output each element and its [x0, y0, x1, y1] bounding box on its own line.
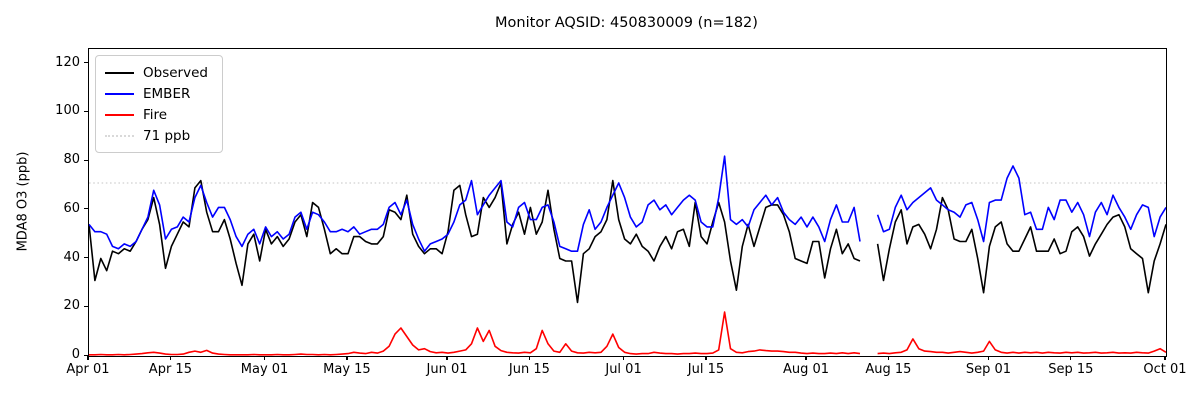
- x-tick-label: Aug 15: [865, 362, 912, 377]
- x-tick-mark: [887, 356, 889, 360]
- x-tick-mark: [87, 356, 89, 360]
- legend-label: Observed: [143, 64, 208, 81]
- y-tick-label: 60: [63, 200, 80, 216]
- y-axis-label: MDA8 O3 (ppb): [15, 151, 31, 252]
- chart-title: Monitor AQSID: 450830009 (n=182): [495, 15, 758, 31]
- y-tick-mark: [84, 110, 88, 113]
- legend-item-observed: Observed: [105, 62, 212, 83]
- x-tick-label: Jul 15: [687, 362, 725, 377]
- legend-label: EMBER: [143, 85, 191, 102]
- y-tick-mark: [84, 305, 88, 307]
- fire-line: [877, 338, 1166, 355]
- y-tick-mark: [84, 354, 88, 356]
- y-tick-mark: [84, 62, 88, 64]
- ember-line: [89, 155, 861, 252]
- y-tick-mark: [84, 159, 88, 161]
- x-tick-mark: [1164, 356, 1166, 360]
- legend-swatch-fire: [105, 113, 134, 116]
- x-tick-label: Sep 15: [1048, 362, 1094, 377]
- plot-svg: [89, 155, 1166, 356]
- x-tick-label: Sep 01: [965, 362, 1012, 377]
- legend-item-fire: Fire: [105, 104, 212, 125]
- legend-swatch-observed: [105, 71, 134, 74]
- y-tick-label: 40: [63, 249, 80, 265]
- x-tick-label: Apr 01: [66, 362, 110, 377]
- x-tick-label: May 15: [323, 362, 371, 377]
- legend-swatch-ember: [105, 92, 134, 95]
- legend-item-ember: EMBER: [105, 83, 212, 104]
- legend-item-71-ppb: 71 ppb: [105, 125, 212, 146]
- x-tick-mark: [446, 356, 448, 360]
- observed-line: [876, 196, 1166, 294]
- x-tick-label: Apr 15: [148, 362, 192, 377]
- x-tick-mark: [805, 356, 807, 360]
- y-tick-label: 20: [63, 298, 80, 314]
- y-tick-mark: [84, 257, 88, 259]
- plot-area: [88, 48, 1167, 357]
- fire-line: [89, 311, 861, 356]
- x-tick-label: Aug 01: [782, 362, 830, 377]
- x-tick-mark: [987, 356, 990, 360]
- x-tick-label: May 01: [240, 362, 289, 377]
- legend-label: 71 ppb: [143, 127, 191, 144]
- legend-swatch-71-ppb: [105, 134, 134, 137]
- x-tick-label: Jun 01: [426, 362, 468, 377]
- legend-label: Fire: [143, 106, 168, 123]
- y-tick-label: 0: [71, 347, 80, 362]
- x-tick-mark: [169, 356, 171, 360]
- x-tick-mark: [263, 356, 266, 360]
- x-tick-label: Jul 01: [605, 362, 642, 377]
- x-tick-label: Oct 01: [1143, 362, 1187, 377]
- legend: Observed EMBER Fire 71 ppb: [95, 55, 223, 153]
- y-tick-label: 120: [55, 54, 80, 70]
- x-tick-mark: [705, 356, 707, 360]
- x-tick-mark: [528, 356, 530, 360]
- y-tick-label: 100: [55, 103, 80, 119]
- x-tick-mark: [622, 356, 625, 360]
- ember-line: [876, 165, 1166, 243]
- y-tick-label: 80: [63, 152, 80, 168]
- x-tick-mark: [1070, 356, 1072, 360]
- observed-line: [89, 179, 861, 304]
- x-tick-label: Jun 15: [508, 362, 550, 377]
- x-tick-mark: [346, 356, 348, 360]
- y-tick-mark: [84, 208, 88, 210]
